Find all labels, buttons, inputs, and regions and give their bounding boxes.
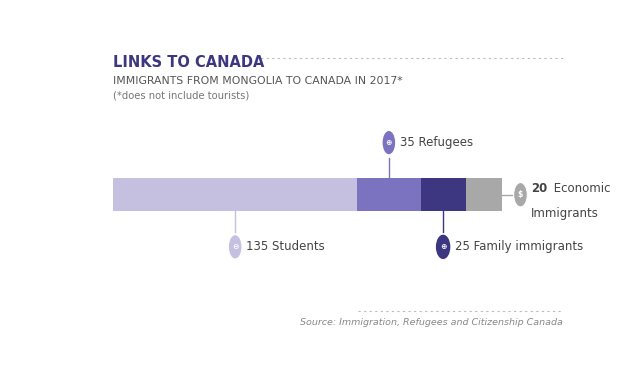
Text: ⊕: ⊕	[386, 138, 392, 147]
Text: LINKS TO CANADA: LINKS TO CANADA	[113, 55, 264, 70]
Text: ⊕: ⊕	[440, 242, 446, 251]
Ellipse shape	[228, 234, 242, 259]
Ellipse shape	[435, 234, 451, 260]
Text: 25 Family immigrants: 25 Family immigrants	[455, 241, 583, 253]
Text: $: $	[518, 190, 523, 199]
Bar	[420, 178, 466, 211]
Ellipse shape	[382, 130, 396, 155]
Text: 35 Refugees: 35 Refugees	[399, 136, 473, 149]
Bar	[113, 178, 357, 211]
Bar	[466, 178, 502, 211]
Bar	[357, 178, 420, 211]
Ellipse shape	[514, 182, 528, 207]
Text: ⊖: ⊖	[232, 242, 239, 251]
Text: 20: 20	[531, 182, 548, 195]
Text: Economic: Economic	[550, 182, 610, 195]
Text: Immigrants: Immigrants	[531, 207, 599, 220]
Text: 135 Students: 135 Students	[246, 241, 325, 253]
Text: Source: Immigration, Refugees and Citizenship Canada: Source: Immigration, Refugees and Citize…	[300, 318, 563, 327]
Text: (*does not include tourists): (*does not include tourists)	[113, 90, 249, 100]
Text: IMMIGRANTS FROM MONGOLIA TO CANADA IN 2017*: IMMIGRANTS FROM MONGOLIA TO CANADA IN 20…	[113, 76, 403, 86]
